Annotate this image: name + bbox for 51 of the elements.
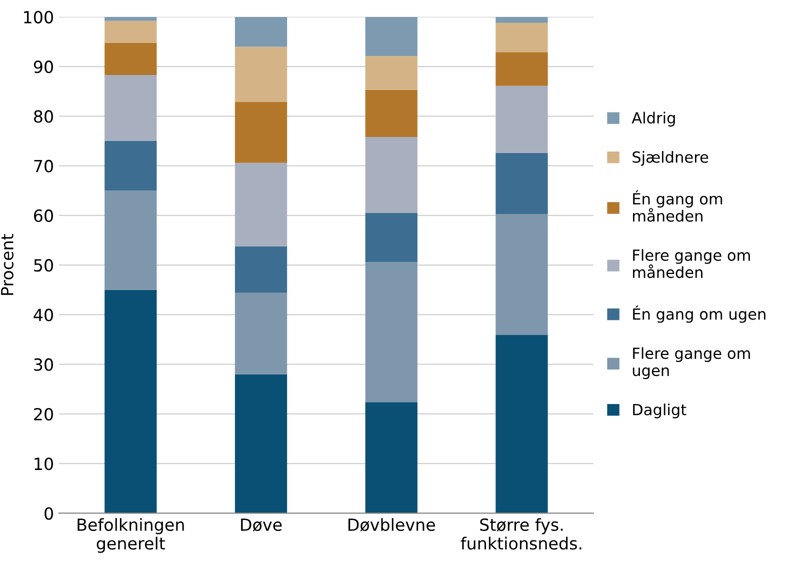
bar bbox=[104, 42, 157, 75]
x-tick-label: Befolkningen generelt bbox=[78, 518, 184, 553]
bar bbox=[496, 214, 548, 336]
legend-label: Én gang om ugen bbox=[633, 305, 766, 323]
y-tick-label: 50 bbox=[34, 259, 53, 272]
x-tick-label: Døve bbox=[241, 518, 282, 532]
legend-label: Flere gange om ugen bbox=[632, 347, 750, 380]
bar bbox=[496, 52, 548, 86]
y-tick-label: 90 bbox=[34, 60, 53, 74]
bar bbox=[234, 374, 288, 514]
y-tick-label: 80 bbox=[34, 110, 53, 123]
bar bbox=[234, 16, 288, 47]
y-tick-label: 60 bbox=[34, 209, 53, 222]
x-tick-label: Større fys. funktionsneds. bbox=[460, 518, 582, 550]
bar bbox=[365, 90, 418, 138]
bar bbox=[104, 74, 157, 141]
bar bbox=[104, 20, 157, 43]
y-tick-label: 100 bbox=[24, 10, 53, 24]
y-tick-label: 0 bbox=[44, 507, 53, 520]
y-tick-label: 10 bbox=[34, 458, 53, 470]
bar bbox=[104, 290, 157, 514]
bar bbox=[365, 16, 418, 56]
bar bbox=[496, 86, 548, 153]
x-tick-label: Døvblevne bbox=[348, 518, 435, 532]
y-tick-label: 20 bbox=[34, 408, 53, 421]
y-tick-label: 30 bbox=[34, 358, 53, 371]
y-tick-label: 70 bbox=[34, 160, 53, 172]
bar bbox=[365, 262, 418, 402]
bar bbox=[104, 141, 157, 191]
bar bbox=[104, 190, 157, 290]
y-axis-title: Procent bbox=[1, 234, 14, 295]
legend-label: Dagligt bbox=[633, 404, 686, 418]
bar bbox=[234, 246, 288, 293]
bar bbox=[365, 137, 418, 213]
bar bbox=[496, 335, 548, 514]
bar bbox=[104, 16, 157, 21]
bar bbox=[496, 16, 548, 23]
legend-label: Sjældnere bbox=[632, 151, 708, 166]
bar bbox=[234, 292, 288, 374]
y-tick-label: 40 bbox=[34, 308, 53, 322]
legend-label: Flere gange om måneden bbox=[633, 249, 750, 278]
bar bbox=[234, 162, 288, 246]
legend-label: Aldrig bbox=[632, 112, 675, 127]
bar bbox=[365, 402, 418, 514]
bar bbox=[365, 212, 418, 262]
bar bbox=[234, 102, 288, 163]
bar bbox=[234, 46, 288, 102]
legend-label: Én gang om måneden bbox=[633, 190, 722, 222]
bar bbox=[496, 152, 548, 214]
bar bbox=[365, 56, 418, 90]
bar bbox=[496, 22, 548, 52]
